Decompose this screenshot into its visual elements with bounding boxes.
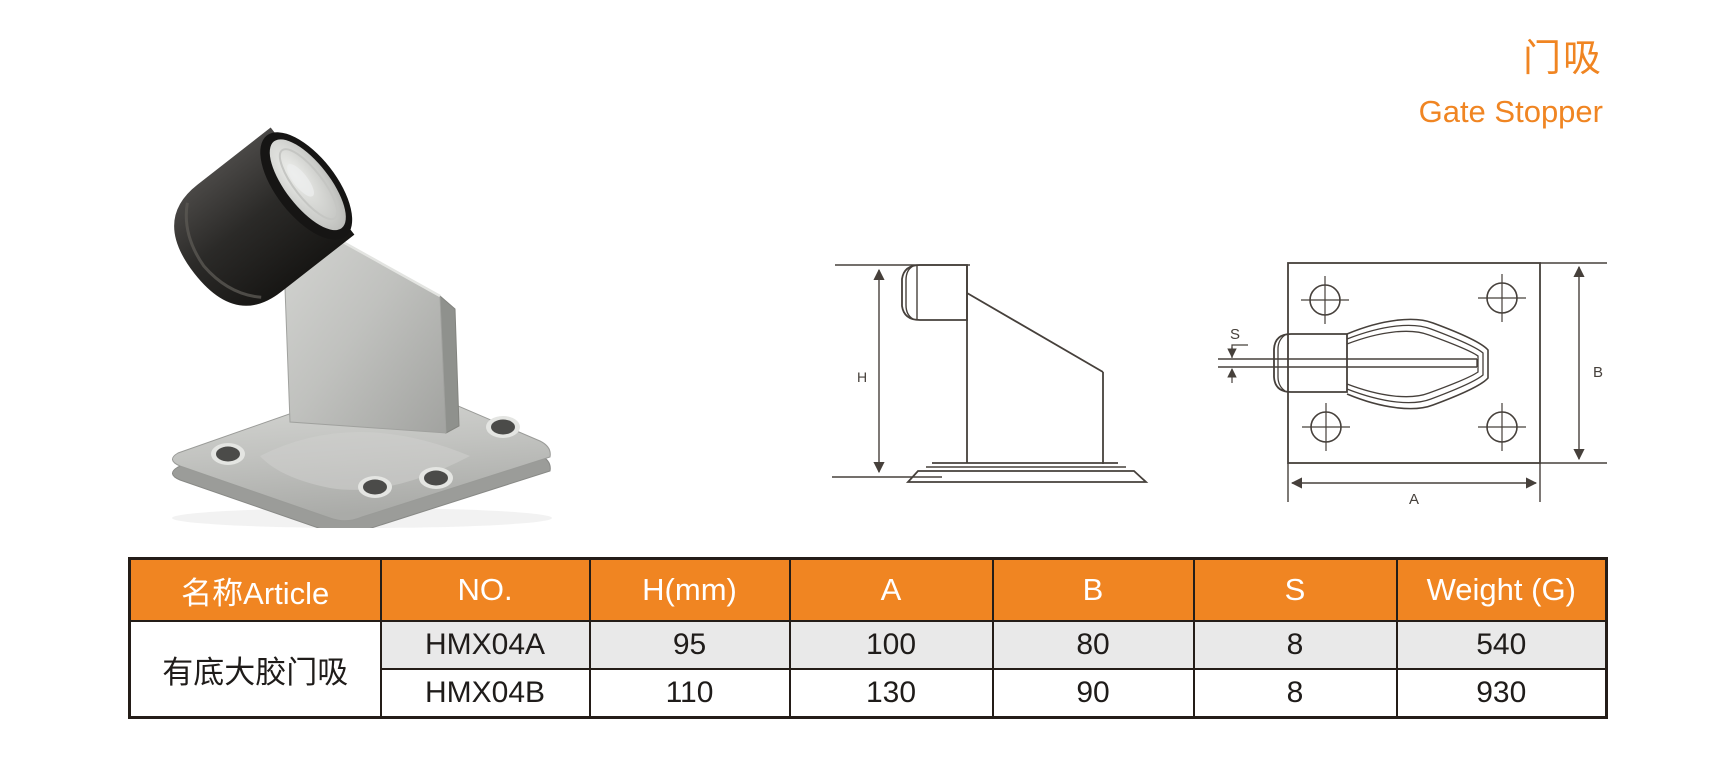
cell-b-0: 80	[991, 620, 1195, 670]
header-s: S	[1192, 557, 1398, 622]
drawing-screw-holes	[1301, 274, 1526, 451]
product-photo-svg	[172, 127, 552, 528]
header-b: B	[991, 557, 1195, 622]
dim-label-h: H	[857, 369, 867, 385]
cell-no-1: HMX04B	[379, 668, 591, 719]
side-view-svg: H	[832, 264, 1149, 483]
dim-label-s: S	[1230, 326, 1240, 343]
page-title-cn: 门吸	[1522, 38, 1603, 80]
page-title-en: Gate Stopper	[1418, 94, 1603, 129]
header-h: H(mm)	[588, 557, 791, 622]
cell-weight-0: 540	[1395, 620, 1608, 670]
cell-no-0: HMX04A	[379, 620, 591, 670]
spec-table: 名称Article NO. H(mm) A B S Weight (G) 有底大…	[128, 557, 1608, 719]
table-header-row: 名称Article NO. H(mm) A B S Weight (G)	[128, 557, 1608, 622]
photo-rubber-bumper	[174, 127, 355, 306]
table-row-hmx04a: 有底大胶门吸 HMX04A 95 100 80 8 540	[128, 620, 1608, 719]
page-title: 门吸 Gate Stopper	[1419, 40, 1603, 127]
cell-h-0: 95	[588, 620, 791, 670]
cell-h-1: 110	[588, 668, 791, 719]
header-a: A	[788, 557, 994, 622]
dim-label-a: A	[1409, 491, 1419, 505]
cell-s-0: 8	[1192, 620, 1398, 670]
top-view-svg: S B A	[1218, 262, 1607, 505]
cell-b-1: 90	[991, 668, 1195, 719]
dim-label-b: B	[1593, 364, 1603, 381]
cell-a-0: 100	[788, 620, 994, 670]
top-view-drawing: S B A	[1115, 255, 1615, 505]
cell-article: 有底大胶门吸	[128, 620, 382, 719]
side-view-drawing: H	[820, 210, 1150, 500]
header-article: 名称Article	[128, 557, 382, 622]
cell-s-1: 8	[1192, 668, 1398, 719]
spec-table-grid: 名称Article NO. H(mm) A B S Weight (G) 有底大…	[128, 557, 1608, 719]
photo-screw-holes	[211, 416, 520, 498]
table-row-hmx04b: HMX04B 110 130 90 8 930	[130, 668, 1608, 719]
cell-weight-1: 930	[1395, 668, 1608, 719]
header-no: NO.	[379, 557, 591, 622]
header-weight: Weight (G)	[1395, 557, 1608, 622]
product-photo	[150, 126, 570, 528]
cell-a-1: 130	[788, 668, 994, 719]
